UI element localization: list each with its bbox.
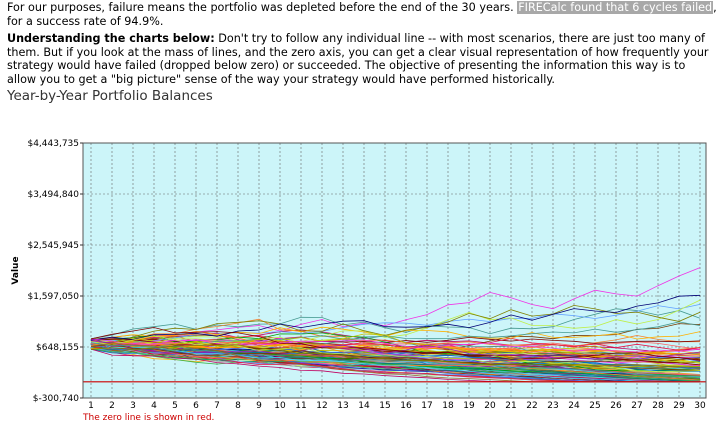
portfolio-path: [90, 333, 701, 368]
portfolio-path: [90, 343, 701, 356]
x-tick-label: 2: [109, 401, 115, 411]
x-axis-ticks: 1 2 3 4 5 6 7 8 9 10 11 12 13 14 15 16 17 18 19 20 21 22 23 24 2…: [88, 401, 706, 411]
portfolio-path: [91, 343, 701, 355]
portfolio-path: [90, 326, 701, 341]
portfolio-path: [90, 299, 701, 349]
portfolio-path: [90, 344, 701, 368]
x-tick-label: 6: [193, 401, 199, 411]
failure-text-before: For our purposes, failure means the port…: [7, 1, 518, 14]
y-tick-label: $2,545,945: [27, 241, 79, 251]
portfolio-path: [90, 304, 701, 344]
instructions-heading: Understanding the charts below:: [7, 32, 215, 45]
y-tick-label: $648,155: [36, 343, 79, 353]
portfolio-path: [90, 336, 701, 363]
plot-frame: [82, 142, 707, 399]
portfolio-path: [90, 348, 701, 371]
x-tick-label: 18: [442, 401, 454, 411]
y-axis-ticks: $4,443,735 $3,494,840 $2,545,945 $1,597,050…: [27, 139, 83, 404]
x-tick-label: 10: [274, 401, 286, 411]
x-tick-label: 3: [130, 401, 136, 411]
portfolio-path: [90, 348, 701, 379]
x-tick-label: 25: [589, 401, 600, 411]
x-tick-label: 21: [505, 401, 516, 411]
portfolio-path: [90, 341, 700, 383]
portfolio-path: [90, 342, 701, 377]
x-tick-label: 24: [568, 401, 580, 411]
portfolio-path: [90, 294, 701, 341]
y-axis-label: Value: [11, 256, 21, 284]
x-tick-label: 9: [256, 401, 262, 411]
y-tick-label: $-300,740: [33, 394, 79, 404]
y-tick-label: $3,494,840: [27, 190, 79, 200]
x-tick-label: 27: [631, 401, 642, 411]
x-tick-label: 7: [214, 401, 220, 411]
chart-instructions: Understanding the charts below: Don't tr…: [7, 32, 717, 86]
portfolio-path: [90, 308, 701, 340]
x-tick-label: 12: [316, 401, 327, 411]
x-tick-label: 4: [151, 401, 157, 411]
instructions-text: Don't try to follow any individual line …: [7, 32, 709, 86]
failure-explanation: For our purposes, failure means the port…: [7, 1, 717, 28]
failure-text-after: , for a success rate of 94.9%.: [7, 1, 717, 28]
x-tick-label: 26: [610, 401, 622, 411]
x-tick-label: 14: [358, 401, 370, 411]
section-title: Year-by-Year Portfolio Balances: [7, 88, 213, 104]
x-tick-label: 30: [694, 401, 706, 411]
portfolio-path: [90, 344, 701, 365]
portfolio-path: [90, 338, 701, 353]
portfolio-path: [90, 304, 701, 346]
x-tick-label: 11: [295, 401, 306, 411]
failed-cycles-highlight: FIRECalc found that 6 cycles failed: [517, 1, 714, 14]
x-tick-label: 28: [652, 401, 664, 411]
x-tick-label: 5: [172, 401, 178, 411]
x-tick-label: 19: [463, 401, 475, 411]
x-tick-label: 15: [379, 401, 390, 411]
y-tick-label: $1,597,050: [27, 292, 79, 302]
x-tick-label: 22: [526, 401, 537, 411]
x-tick-label: 13: [337, 401, 348, 411]
x-tick-label: 29: [673, 401, 685, 411]
portfolio-path: [90, 327, 701, 361]
portfolio-path: [90, 344, 701, 381]
x-tick-label: 23: [547, 401, 558, 411]
x-tick-label: 8: [235, 401, 241, 411]
y-tick-label: $4,443,735: [27, 139, 79, 149]
x-tick-label: 17: [421, 401, 432, 411]
x-tick-label: 1: [88, 401, 94, 411]
zero-line-note: The zero line is shown in red.: [82, 413, 214, 421]
x-tick-label: 16: [400, 401, 412, 411]
x-tick-label: 20: [484, 401, 496, 411]
